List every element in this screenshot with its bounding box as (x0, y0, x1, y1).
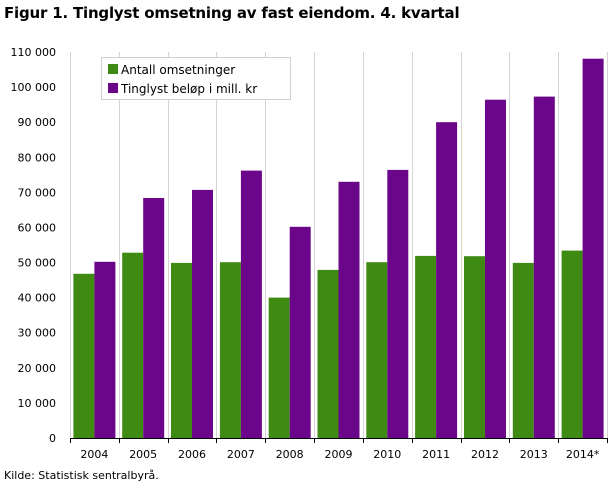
x-tick-label: 2007 (227, 448, 255, 461)
bar (171, 262, 192, 438)
y-tick-label: 80 000 (18, 151, 57, 164)
grid-lines (70, 52, 608, 438)
x-tick-label: 2014* (566, 448, 600, 461)
bar (289, 226, 311, 438)
bar (485, 99, 506, 438)
bar (582, 58, 604, 438)
x-tick-label: 2005 (129, 448, 157, 461)
x-tick-labels: 2004 2005 2006 2007 2008 2009 2010 2011 2012 2013… (80, 448, 599, 461)
legend-label: Antall omsetninger (121, 63, 235, 77)
legend-box (101, 57, 291, 100)
y-tick-label: 0 (49, 432, 56, 445)
bar (561, 250, 583, 438)
y-tick-label: 70 000 (18, 186, 57, 199)
x-tick-label: 2013 (520, 448, 548, 461)
y-tick-label: 60 000 (18, 222, 57, 235)
y-tick-label: 30 000 (18, 327, 57, 340)
x-tick-label: 2009 (325, 448, 353, 461)
bar (192, 189, 213, 438)
x-tick-label: 2010 (373, 448, 401, 461)
bar (366, 262, 388, 438)
bar (338, 181, 360, 439)
x-tick-label: 2011 (422, 448, 450, 461)
y-tick-label: 110 000 (11, 46, 57, 59)
x-tick-label: 2012 (471, 448, 499, 461)
bars (73, 58, 604, 439)
x-tick-label: 2006 (178, 448, 206, 461)
y-tick-label: 100 000 (11, 81, 57, 94)
bar (415, 255, 437, 438)
bar (533, 96, 555, 438)
bar (317, 269, 339, 438)
y-tick-labels: 0 10 000 20 000 30 000 40 000 50 000 60 000 70 … (11, 46, 57, 445)
y-tick-label: 40 000 (18, 292, 57, 305)
bar (73, 273, 95, 438)
y-tick-label: 50 000 (18, 257, 57, 270)
y-tick-label: 90 000 (18, 116, 57, 129)
bar (219, 262, 241, 438)
bar (143, 198, 165, 438)
chart-title: Figur 1. Tinglyst omsetning av fast eien… (4, 4, 460, 22)
legend-swatch (108, 83, 118, 93)
bar (268, 297, 290, 438)
source-note: Kilde: Statistisk sentralbyrå. (4, 469, 159, 482)
legend: Antall omsetninger Tinglyst beløp i mill.… (101, 57, 291, 100)
bar (240, 170, 262, 438)
legend-swatch (108, 64, 118, 74)
bar (512, 262, 534, 438)
axes (70, 438, 608, 443)
legend-label: Tinglyst beløp i mill. kr (120, 82, 257, 96)
x-tick-label: 2008 (276, 448, 304, 461)
y-tick-label: 10 000 (18, 397, 57, 410)
bar (436, 122, 458, 438)
x-tick-label: 2004 (80, 448, 108, 461)
bar (464, 256, 485, 438)
bar (387, 169, 409, 438)
bar (94, 261, 116, 438)
bar (122, 252, 144, 438)
y-tick-label: 20 000 (18, 362, 57, 375)
